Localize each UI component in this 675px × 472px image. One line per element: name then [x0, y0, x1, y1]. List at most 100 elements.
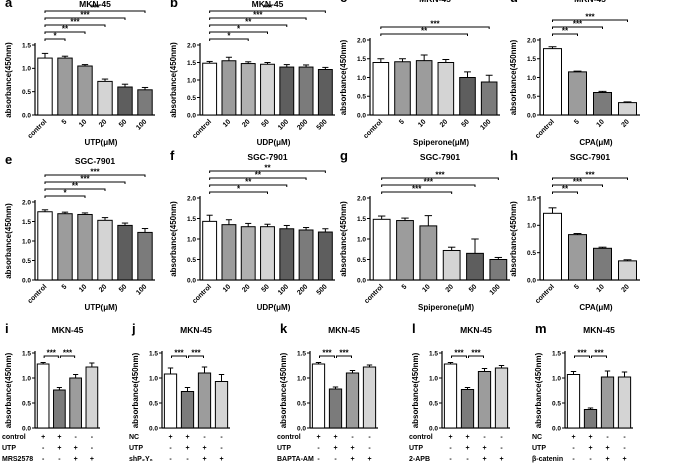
condition-sign: +: [622, 456, 626, 463]
condition-sign: +: [185, 445, 189, 452]
category-label: control: [27, 118, 49, 140]
condition-sign: -: [500, 445, 503, 452]
category-label: 100: [277, 118, 290, 131]
significance-label: *: [53, 32, 57, 41]
significance-label: ***: [90, 4, 100, 13]
bar: [372, 218, 391, 281]
x-axis-label: Spiperone(μM): [418, 303, 474, 312]
significance-label: ***: [80, 175, 90, 184]
significance-label: ***: [454, 349, 464, 358]
bar: [311, 363, 326, 429]
significance-bracket: [381, 191, 453, 194]
significance-bracket: [171, 355, 187, 358]
condition-sign: -: [572, 456, 575, 463]
significance-label: ***: [63, 349, 73, 358]
condition-sign: -: [572, 445, 575, 452]
significance-label: *: [237, 25, 241, 34]
panel-e: e SGC-7901 0.0 0.5 1.0 1.5 2.0 absorbance(450nm…: [4, 152, 155, 312]
y-axis-label: absorbance(450nm): [4, 203, 13, 279]
significance-bracket: [209, 31, 268, 34]
bar: [317, 69, 333, 116]
significance-bracket: [209, 10, 326, 13]
y-tick-label: 1.5: [429, 350, 438, 357]
y-tick-label: 1.0: [552, 375, 561, 382]
significance-bracket: [44, 31, 86, 34]
bar: [117, 86, 133, 116]
bar: [137, 89, 153, 116]
significance-bracket: [188, 355, 204, 358]
bar: [37, 57, 53, 116]
category-label: 20: [620, 283, 631, 294]
condition-label: NC: [129, 434, 139, 441]
panel-label: m: [535, 321, 547, 336]
significance-label: **: [562, 27, 569, 36]
bar: [372, 62, 390, 116]
y-tick-label: 1.5: [357, 216, 366, 223]
condition-label: MRS2578: [2, 456, 33, 463]
y-axis-label: absorbance(450nm): [509, 201, 518, 277]
x-axis-label: Spiperone(μM): [413, 138, 469, 147]
bar: [442, 249, 461, 281]
bar: [415, 60, 433, 116]
category-label: 100: [489, 283, 502, 296]
bar: [593, 247, 612, 281]
significance-label: ***: [435, 171, 445, 180]
significance-label: *: [227, 32, 231, 41]
bar: [618, 260, 637, 281]
bar: [566, 374, 581, 429]
category-label: 5: [573, 118, 581, 126]
y-tick-label: 0.5: [149, 400, 158, 407]
category-label: 5: [61, 118, 69, 126]
y-tick-label: 0.5: [187, 257, 196, 264]
y-axis-label: absorbance(450nm): [169, 42, 178, 118]
bar: [279, 66, 295, 116]
category-label: 10: [421, 283, 432, 294]
bar: [396, 220, 414, 281]
x-axis-label: UDP(μM): [257, 138, 291, 147]
condition-sign: -: [483, 434, 486, 441]
bar: [57, 57, 73, 116]
significance-label: *: [63, 189, 67, 198]
significance-bracket: [319, 355, 335, 358]
y-tick-label: 0.5: [22, 258, 31, 265]
panel-label: i: [5, 321, 9, 336]
condition-sign: +: [367, 456, 371, 463]
category-label: 10: [222, 118, 233, 129]
chart-title: MKN-45: [180, 325, 212, 335]
category-label: 50: [118, 118, 129, 129]
category-label: 20: [241, 283, 252, 294]
significance-bracket: [209, 170, 326, 173]
condition-sign: +: [185, 434, 189, 441]
panel-m: m MKN-45 0.0 0.5 1.0 1.5 absorbance(450nm) *** *…: [532, 321, 633, 463]
condition-sign: -: [42, 456, 45, 463]
condition-sign: -: [317, 445, 320, 452]
bar: [317, 231, 333, 281]
condition-sign: -: [351, 434, 354, 441]
significance-bracket: [44, 188, 106, 191]
bar: [197, 372, 212, 429]
significance-bracket: [44, 24, 106, 27]
bar: [77, 65, 93, 116]
condition-sign: -: [466, 456, 469, 463]
y-tick-label: 0.5: [22, 89, 31, 96]
y-tick-label: 0.0: [187, 112, 196, 119]
bar: [618, 102, 637, 116]
category-label: 20: [98, 283, 109, 294]
condition-sign: +: [74, 456, 78, 463]
panel-label: a: [5, 0, 13, 10]
y-tick-label: 2.0: [187, 42, 196, 49]
condition-label: control: [409, 434, 433, 441]
bar: [163, 373, 178, 429]
significance-label: **: [245, 178, 252, 187]
condition-label: shP₂Y₆: [129, 456, 153, 463]
significance-label: ***: [174, 349, 184, 358]
bar: [298, 229, 314, 281]
condition-sign: -: [74, 434, 77, 441]
condition-sign: -: [449, 445, 452, 452]
bar: [494, 367, 509, 429]
x-axis-label: CPA(μM): [579, 138, 613, 147]
condition-sign: +: [219, 456, 223, 463]
y-tick-label: 0.5: [187, 95, 196, 102]
category-label: 5: [573, 283, 581, 291]
condition-sign: -: [42, 445, 45, 452]
